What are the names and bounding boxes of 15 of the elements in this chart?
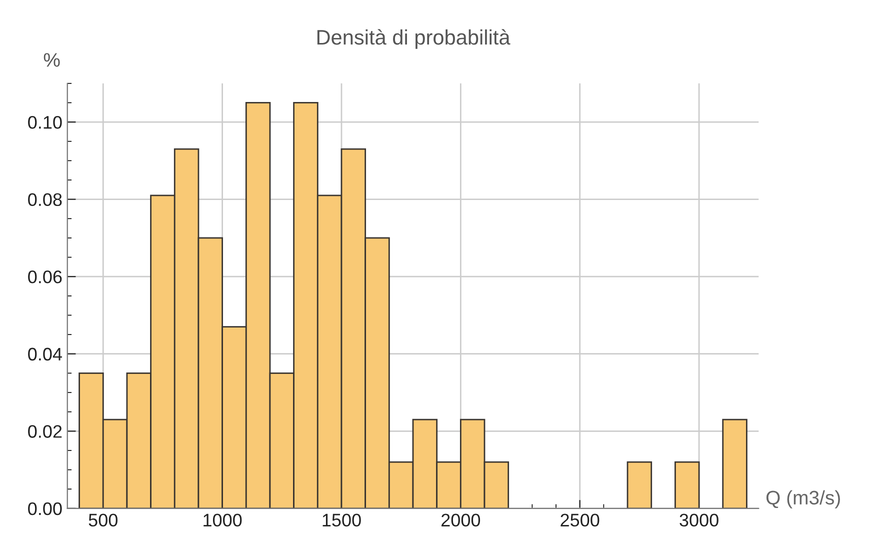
- x-tick-label: 500: [88, 514, 118, 527]
- x-tick-label: 1500: [322, 514, 361, 527]
- x-tick-label: 3000: [680, 514, 718, 527]
- y-tick-label: 0.10: [28, 116, 62, 129]
- y-tick-label: 0.08: [28, 193, 62, 206]
- x-axis-title: Q (m3/s): [766, 490, 840, 508]
- x-tick-label: 2500: [560, 514, 600, 527]
- x-tick-label: 1000: [204, 514, 242, 527]
- y-tick-label: 0.04: [28, 348, 62, 361]
- x-tick-label: 2000: [442, 514, 480, 527]
- y-tick-label: 0.00: [28, 502, 62, 516]
- y-tick-label: 0.06: [28, 270, 62, 284]
- y-tick-label: 0.02: [28, 425, 62, 438]
- chart-title: Densità di probabilità: [317, 29, 510, 49]
- y-axis-title: %: [44, 53, 60, 67]
